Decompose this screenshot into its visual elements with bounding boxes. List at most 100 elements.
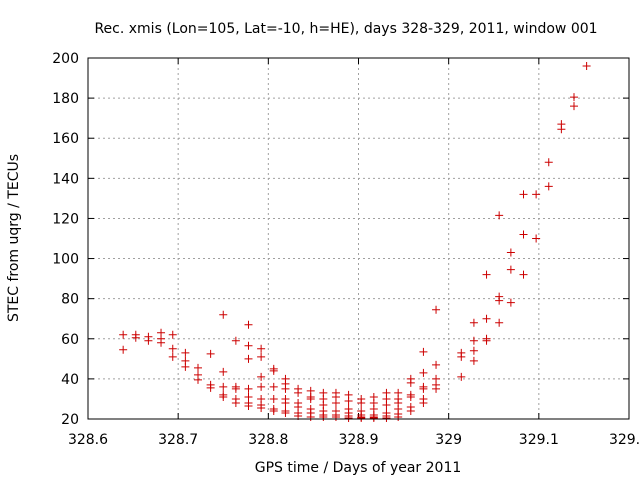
data-point xyxy=(519,230,528,239)
data-point xyxy=(469,318,478,327)
data-point xyxy=(419,347,428,356)
data-point xyxy=(331,398,340,407)
y-tick-label: 100 xyxy=(52,252,79,268)
x-tick-label: 328.7 xyxy=(158,432,198,448)
data-point xyxy=(181,348,190,357)
data-point xyxy=(569,93,578,102)
data-point xyxy=(168,344,177,353)
data-point xyxy=(519,270,528,279)
data-point xyxy=(294,388,303,397)
y-tick-label: 80 xyxy=(61,292,79,308)
data-point xyxy=(144,336,153,345)
data-point xyxy=(168,352,177,361)
data-point xyxy=(281,398,290,407)
data-point xyxy=(257,352,266,361)
data-point xyxy=(231,398,240,407)
data-point xyxy=(281,384,290,393)
data-point xyxy=(532,190,541,199)
data-point xyxy=(469,346,478,355)
data-point xyxy=(419,368,428,377)
data-point xyxy=(244,320,253,329)
data-point xyxy=(269,382,278,391)
data-point xyxy=(357,413,366,422)
data-point xyxy=(406,378,415,387)
y-tick-label: 60 xyxy=(61,332,79,348)
y-tick-label: 120 xyxy=(52,211,79,227)
data-point xyxy=(168,330,177,339)
data-point xyxy=(406,406,415,415)
data-point xyxy=(331,412,340,421)
data-point xyxy=(569,102,578,111)
x-tick-label: 329 xyxy=(435,432,462,448)
data-point xyxy=(244,384,253,393)
data-point xyxy=(419,384,428,393)
data-point xyxy=(219,392,228,401)
data-point xyxy=(382,400,391,409)
data-point xyxy=(219,367,228,376)
data-point xyxy=(269,366,278,375)
data-point xyxy=(457,352,466,361)
y-axis-title: STEC from uqrg / TECUs xyxy=(6,154,22,322)
data-point xyxy=(469,356,478,365)
data-point xyxy=(194,375,203,384)
data-point xyxy=(544,158,553,167)
data-point xyxy=(344,413,353,422)
x-tick-label: 328.9 xyxy=(338,432,378,448)
y-tick-label: 40 xyxy=(61,372,79,388)
data-point xyxy=(157,338,166,347)
data-point xyxy=(306,412,315,421)
data-point xyxy=(432,305,441,314)
data-point xyxy=(281,408,290,417)
data-point xyxy=(306,394,315,403)
data-point xyxy=(482,270,491,279)
x-tick-label: 328.6 xyxy=(68,432,108,448)
data-point xyxy=(495,318,504,327)
x-axis-ticks: 328.6 328.7 328.8 328.9 329 329.1 329.2 xyxy=(68,58,640,448)
x-tick-label: 328.8 xyxy=(248,432,288,448)
data-points xyxy=(119,62,591,422)
data-point xyxy=(344,396,353,405)
data-point xyxy=(244,341,253,350)
data-point xyxy=(495,211,504,220)
data-point xyxy=(219,382,228,391)
data-point xyxy=(432,360,441,369)
data-point xyxy=(206,349,215,358)
data-point xyxy=(257,344,266,353)
data-point xyxy=(419,398,428,407)
chart-title: Rec. xmis (Lon=105, Lat=-10, h=HE), days… xyxy=(94,21,597,37)
data-point xyxy=(319,412,328,421)
data-point xyxy=(119,330,128,339)
x-axis-title: GPS time / Days of year 2011 xyxy=(255,460,462,476)
data-point xyxy=(495,296,504,305)
data-point xyxy=(469,336,478,345)
data-point xyxy=(357,398,366,407)
data-point xyxy=(206,383,215,392)
data-point xyxy=(582,62,591,71)
data-point xyxy=(231,384,240,393)
data-point xyxy=(119,345,128,354)
data-point xyxy=(506,265,515,274)
data-point xyxy=(432,384,441,393)
x-tick-label: 329.2 xyxy=(609,432,640,448)
data-point xyxy=(406,392,415,401)
data-point xyxy=(544,182,553,191)
data-point xyxy=(382,413,391,422)
data-point xyxy=(231,336,240,345)
y-tick-label: 200 xyxy=(52,51,79,67)
data-point xyxy=(394,412,403,421)
y-axis-ticks: 20 40 60 80 100 120 140 160 180 200 xyxy=(52,51,629,428)
y-tick-label: 160 xyxy=(52,131,79,147)
data-point xyxy=(181,362,190,371)
y-tick-label: 140 xyxy=(52,171,79,187)
data-point xyxy=(257,382,266,391)
data-point xyxy=(506,248,515,257)
y-tick-label: 20 xyxy=(61,412,79,428)
data-point xyxy=(269,406,278,415)
data-point xyxy=(257,372,266,381)
data-point xyxy=(482,314,491,323)
data-point xyxy=(519,190,528,199)
data-point xyxy=(257,403,266,412)
plot-frame xyxy=(87,57,630,420)
data-point xyxy=(369,413,378,422)
